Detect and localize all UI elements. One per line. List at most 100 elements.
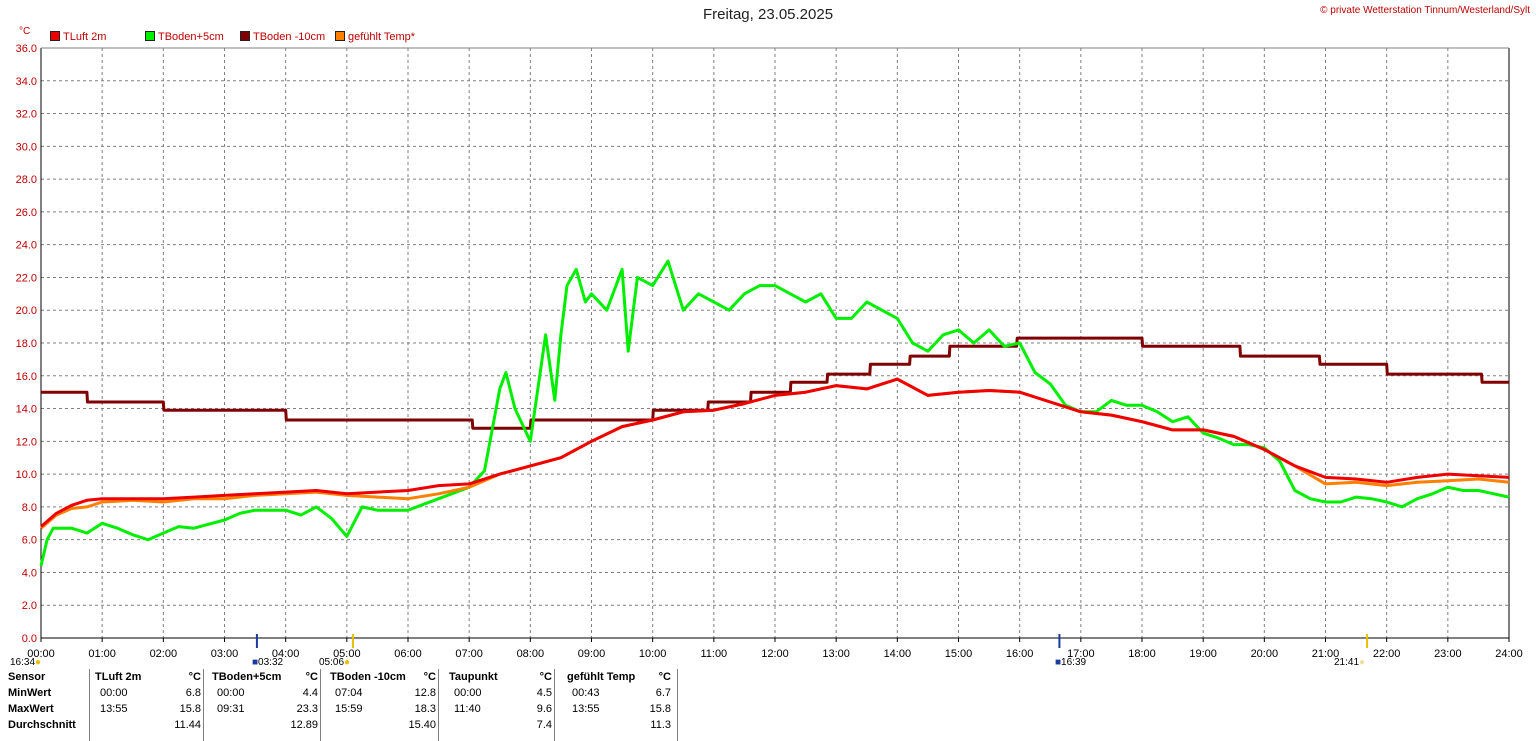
y-tick-label: 14.0 xyxy=(16,404,37,416)
stats-min-value: 4.4 xyxy=(302,687,318,699)
x-tick-label: 20:00 xyxy=(1251,648,1279,660)
legend-item-tluft: TLuft 2m xyxy=(50,31,106,43)
y-tick-label: 4.0 xyxy=(22,567,37,579)
temperature-chart: 0.0 2.0 4.0 6.0 8.0 10.0 12.0 14.0 16.0 18.0 20.0 2… xyxy=(16,43,1523,660)
y-tick-label: 6.0 xyxy=(22,535,37,547)
stats-max-value: 23.3 xyxy=(296,703,318,715)
y-tick-label: 32.0 xyxy=(16,109,37,121)
stats-col-unit: °C xyxy=(658,671,671,683)
stats-col-unit: °C xyxy=(539,671,552,683)
stats-max-value: 15.8 xyxy=(649,703,671,715)
legend-swatch-icon xyxy=(240,31,250,41)
moon-rise-time: 03:32 xyxy=(258,657,284,668)
y-tick-label: 24.0 xyxy=(16,240,37,252)
y-tick-label: 22.0 xyxy=(16,272,37,284)
moon-set-icon: ● xyxy=(35,657,42,668)
stats-max-time: 13:55 xyxy=(100,703,128,715)
stats-max-value: 15.8 xyxy=(179,703,201,715)
stats-col-name: TLuft 2m xyxy=(95,671,142,683)
stats-min-value: 4.5 xyxy=(536,687,552,699)
stats-col-name: TBoden+5cm xyxy=(212,671,282,683)
x-tick-label: 13:00 xyxy=(822,648,850,660)
y-tick-label: 8.0 xyxy=(22,502,37,514)
moon-marker: ■16:39 xyxy=(1055,657,1086,668)
stats-min-value: 6.7 xyxy=(655,687,671,699)
x-tick-label: 16:00 xyxy=(1006,648,1034,660)
stats-col-name: Taupunkt xyxy=(449,671,498,683)
x-tick-label: 15:00 xyxy=(945,648,973,660)
x-tick-label: 08:00 xyxy=(517,648,545,660)
stats-min-time: 00:00 xyxy=(454,687,482,699)
x-tick-label: 09:00 xyxy=(578,648,606,660)
stats-column-tboden5: TBoden+5cm °C 00:00 4.4 09:31 23.3 12.89 xyxy=(212,669,321,741)
stats-row-max-label: MaxWert xyxy=(8,703,54,715)
series-line-tluft xyxy=(40,377,1510,528)
stats-column-taupunkt: Taupunkt °C 00:00 4.5 11:40 9.6 7.4 xyxy=(449,669,555,741)
x-tick-label: 22:00 xyxy=(1373,648,1401,660)
stats-avg-value: 7.4 xyxy=(536,719,552,731)
legend-label: TBoden -10cm xyxy=(253,31,326,43)
stats-col-unit: °C xyxy=(188,671,201,683)
stats-max-time: 15:59 xyxy=(335,703,363,715)
moon-set-time: 16:34 xyxy=(10,657,36,668)
stats-sensor-column: Sensor MinWert MaxWert Durchschnitt xyxy=(8,669,90,741)
statistics-table: Sensor MinWert MaxWert Durchschnitt TLuf… xyxy=(0,669,1536,741)
x-tick-label: 07:00 xyxy=(455,648,483,660)
stats-min-time: 00:43 xyxy=(572,687,600,699)
stats-max-time: 11:40 xyxy=(454,703,481,715)
x-tick-label: 10:00 xyxy=(639,648,667,660)
x-tick-label: 11:00 xyxy=(700,648,727,660)
legend-swatch-icon xyxy=(335,31,345,41)
legend-item-tboden10: TBoden -10cm xyxy=(240,31,325,43)
stats-max-time: 09:31 xyxy=(217,703,245,715)
y-tick-label: 20.0 xyxy=(16,305,37,317)
stats-max-value: 9.6 xyxy=(536,703,552,715)
sunset-time: 21:41 xyxy=(1334,657,1360,668)
stats-sensor-header: Sensor xyxy=(8,671,46,683)
x-tick-label: 02:00 xyxy=(150,648,178,660)
series-line-tboden10 xyxy=(41,336,1509,430)
sunset-marker: 21:41● xyxy=(1334,657,1365,668)
stats-min-value: 12.8 xyxy=(414,687,436,699)
y-tick-label: 36.0 xyxy=(16,43,37,55)
stats-col-name: TBoden -10cm xyxy=(330,671,406,683)
stats-avg-value: 11.3 xyxy=(650,719,671,731)
moon-rise-marker: ■03:32 xyxy=(252,657,283,668)
stats-col-unit: °C xyxy=(305,671,318,683)
sunrise-marker: 05:06● xyxy=(319,657,350,668)
stats-column-tboden10: TBoden -10cm °C 07:04 12.8 15:59 18.3 15.40 xyxy=(330,669,439,741)
stats-max-time: 13:55 xyxy=(572,703,600,715)
x-tick-label: 14:00 xyxy=(884,648,912,660)
x-tick-label: 00:00 xyxy=(27,648,55,660)
sunrise-icon: ● xyxy=(344,657,351,668)
stats-row-min-label: MinWert xyxy=(8,687,52,699)
y-tick-label: 18.0 xyxy=(16,338,37,350)
x-tick-label: 04:00 xyxy=(272,648,300,660)
y-tick-label: 26.0 xyxy=(16,207,37,219)
x-tick-label: 24:00 xyxy=(1495,648,1523,660)
copyright-notice: © private Wetterstation Tinnum/Westerlan… xyxy=(1320,5,1530,16)
y-unit-label: °C xyxy=(19,26,31,37)
moon-set-marker: 16:34● xyxy=(10,657,41,668)
stats-column-gefuehlt: gefühlt Temp °C 00:43 6.7 13:55 15.8 11.3 xyxy=(567,669,678,741)
stats-min-time: 00:00 xyxy=(217,687,245,699)
legend-label: TLuft 2m xyxy=(63,31,107,43)
stats-avg-value: 11.44 xyxy=(174,719,201,731)
x-tick-label: 23:00 xyxy=(1434,648,1462,660)
x-tick-label: 03:00 xyxy=(211,648,239,660)
legend-swatch-icon xyxy=(50,31,60,41)
legend-item-gefuehlt: gefühlt Temp* xyxy=(335,31,415,43)
legend-label: TBoden+5cm xyxy=(158,31,224,43)
legend-item-tboden5: TBoden+5cm xyxy=(145,31,224,43)
y-tick-label: 2.0 xyxy=(22,600,37,612)
stats-min-time: 07:04 xyxy=(335,687,363,699)
stats-column-tluft: TLuft 2m °C 00:00 6.8 13:55 15.8 11.44 xyxy=(95,669,204,741)
x-tick-label: 18:00 xyxy=(1128,648,1156,660)
x-tick-label: 01:00 xyxy=(88,648,116,660)
stats-min-value: 6.8 xyxy=(185,687,201,699)
stats-avg-value: 15.40 xyxy=(408,719,436,731)
x-tick-label: 05:00 xyxy=(333,648,361,660)
stats-max-value: 18.3 xyxy=(414,703,436,715)
y-tick-label: 10.0 xyxy=(16,469,37,481)
moon-icon: ■ xyxy=(1055,657,1062,668)
